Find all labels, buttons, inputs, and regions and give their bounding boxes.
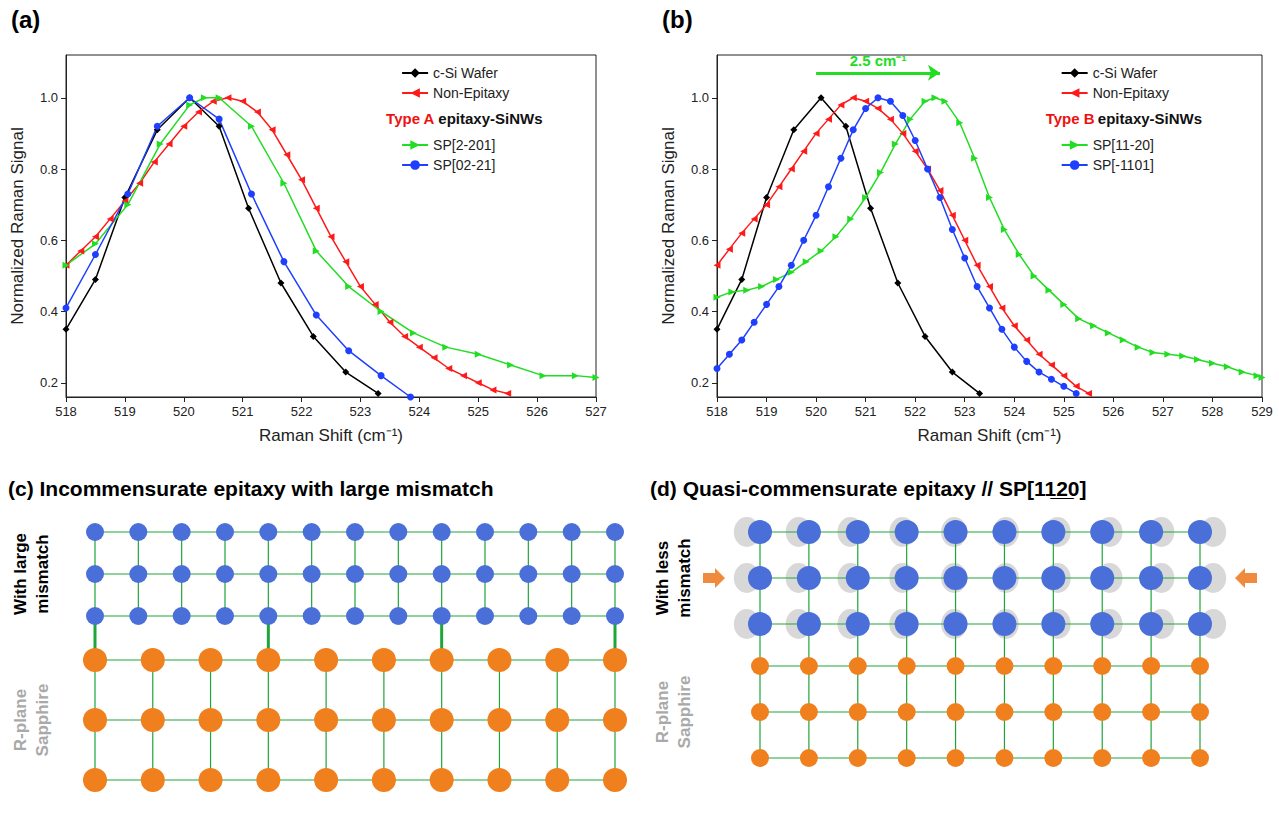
svg-text:1.0: 1.0 bbox=[691, 90, 709, 105]
svg-text:Sapphire: Sapphire bbox=[33, 684, 52, 757]
svg-text:520: 520 bbox=[173, 404, 195, 419]
svg-text:Non-Epitaxy: Non-Epitaxy bbox=[433, 85, 509, 101]
svg-text:With large: With large bbox=[11, 533, 30, 615]
svg-text:epitaxy-SiNWs: epitaxy-SiNWs bbox=[438, 110, 542, 127]
svg-text:epitaxy-SiNWs: epitaxy-SiNWs bbox=[1098, 110, 1202, 127]
svg-text:525: 525 bbox=[467, 404, 489, 419]
svg-text:(d) Quasi-commensurate epitaxy: (d) Quasi-commensurate epitaxy // SP[11̲… bbox=[650, 477, 1087, 500]
svg-text:mismatch: mismatch bbox=[675, 538, 694, 617]
svg-text:523: 523 bbox=[954, 404, 976, 419]
svg-text:Type B: Type B bbox=[1046, 110, 1095, 127]
svg-text:c-Si Wafer: c-Si Wafer bbox=[433, 65, 498, 81]
svg-text:Non-Epitaxy: Non-Epitaxy bbox=[1093, 85, 1169, 101]
svg-text:519: 519 bbox=[114, 404, 136, 419]
svg-text:0.2: 0.2 bbox=[691, 375, 709, 390]
svg-text:0.6: 0.6 bbox=[691, 233, 709, 248]
svg-text:Normalized Raman Signal: Normalized Raman Signal bbox=[659, 127, 678, 324]
svg-text:0.4: 0.4 bbox=[40, 304, 58, 319]
svg-text:c-Si Wafer: c-Si Wafer bbox=[1093, 65, 1158, 81]
svg-text:518: 518 bbox=[706, 404, 728, 419]
svg-text:521: 521 bbox=[232, 404, 254, 419]
svg-text:519: 519 bbox=[756, 404, 778, 419]
svg-text:521: 521 bbox=[855, 404, 877, 419]
svg-text:522: 522 bbox=[904, 404, 926, 419]
svg-text:0.2: 0.2 bbox=[40, 375, 58, 390]
svg-text:1.0: 1.0 bbox=[40, 90, 58, 105]
svg-text:SP[11-20]: SP[11-20] bbox=[1093, 137, 1154, 153]
svg-text:529: 529 bbox=[1251, 404, 1273, 419]
svg-text:SP[2-201]: SP[2-201] bbox=[433, 137, 495, 153]
svg-text:524: 524 bbox=[1003, 404, 1025, 419]
svg-text:524: 524 bbox=[408, 404, 430, 419]
svg-text:526: 526 bbox=[526, 404, 548, 419]
svg-text:SP[02-21]: SP[02-21] bbox=[433, 157, 495, 173]
svg-text:528: 528 bbox=[1202, 404, 1224, 419]
svg-text:With less: With less bbox=[653, 541, 672, 615]
svg-text:520: 520 bbox=[805, 404, 827, 419]
svg-text:522: 522 bbox=[291, 404, 313, 419]
svg-text:2.5 cm⁻¹: 2.5 cm⁻¹ bbox=[850, 52, 907, 69]
svg-text:0.4: 0.4 bbox=[691, 304, 709, 319]
svg-text:Raman Shift (cm⁻¹): Raman Shift (cm⁻¹) bbox=[259, 426, 403, 445]
svg-text:0.6: 0.6 bbox=[40, 233, 58, 248]
svg-text:0.8: 0.8 bbox=[40, 162, 58, 177]
svg-text:523: 523 bbox=[350, 404, 372, 419]
svg-text:527: 527 bbox=[585, 404, 607, 419]
svg-text:525: 525 bbox=[1053, 404, 1075, 419]
svg-text:mismatch: mismatch bbox=[33, 534, 52, 613]
svg-text:518: 518 bbox=[55, 404, 77, 419]
svg-text:Normalized Raman Signal: Normalized Raman Signal bbox=[8, 127, 27, 324]
svg-text:Raman Shift (cm⁻¹): Raman Shift (cm⁻¹) bbox=[918, 426, 1062, 445]
svg-text:Sapphire: Sapphire bbox=[675, 676, 694, 749]
svg-text:R-plane: R-plane bbox=[11, 689, 30, 751]
svg-text:R-plane: R-plane bbox=[653, 681, 672, 743]
svg-text:(b): (b) bbox=[662, 6, 693, 33]
svg-text:Type A: Type A bbox=[386, 110, 435, 127]
svg-text:527: 527 bbox=[1152, 404, 1174, 419]
svg-text:0.8: 0.8 bbox=[691, 162, 709, 177]
svg-text:SP[-1101]: SP[-1101] bbox=[1093, 157, 1154, 173]
svg-text:(c) Incommensurate epitaxy wit: (c) Incommensurate epitaxy with large mi… bbox=[8, 477, 493, 500]
svg-text:526: 526 bbox=[1103, 404, 1125, 419]
svg-text:(a): (a) bbox=[11, 6, 40, 33]
